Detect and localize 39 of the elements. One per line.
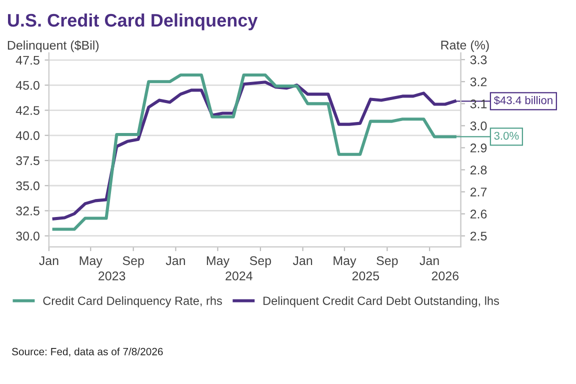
- y2-axis-title: Rate (%): [441, 40, 489, 52]
- y-tick-label: 37.5: [16, 156, 40, 166]
- chart-title: U.S. Credit Card Delinquency: [8, 13, 258, 30]
- y-tick-label: 45.0: [16, 80, 40, 90]
- y2-tick-label: 3.3: [470, 55, 487, 64]
- y-tick-label: 30.0: [16, 232, 40, 241]
- x2-tick-label: 2025: [352, 271, 380, 280]
- data-label: $43.4 billion: [494, 96, 552, 105]
- x-tick-label: Sep: [250, 256, 272, 268]
- x2-tick-label: 2023: [98, 271, 126, 280]
- x-tick-label: Jan: [420, 256, 439, 266]
- y2-tick-label: 2.6: [470, 210, 487, 219]
- y2-tick-label: 2.5: [470, 232, 487, 241]
- x-tick-label: Jan: [166, 256, 185, 266]
- y2-tick-label: 3.1: [470, 99, 487, 108]
- y-tick-label: 40.0: [16, 131, 40, 140]
- x-tick-label: Jan: [292, 256, 312, 266]
- x-tick-label: Sep: [376, 256, 398, 268]
- y2-tick-label: 2.8: [470, 166, 487, 174]
- y-tick-label: 32.5: [16, 206, 40, 216]
- x-tick-label: Sep: [122, 256, 144, 268]
- x-tick-label: May: [80, 256, 102, 268]
- x-tick-label: May: [334, 256, 356, 268]
- y-tick-label: 42.5: [16, 106, 40, 115]
- y-axis-title: Delinquent ($Bil): [8, 40, 99, 52]
- y2-tick-label: 3.2: [470, 77, 487, 86]
- y-tick-label: 47.5: [16, 56, 40, 65]
- x-tick-label: Jan: [39, 256, 58, 266]
- y2-tick-label: 2.7: [470, 188, 487, 196]
- data-label: 3.0%: [494, 132, 519, 140]
- x2-tick-label: 2026: [432, 271, 459, 280]
- legend-label: Credit Card Delinquency Rate, rhs: [43, 296, 222, 308]
- source-note: Source: Fed, data as of 7/8/2026: [12, 348, 163, 357]
- x-tick-label: May: [206, 256, 230, 268]
- y2-tick-label: 3.0: [470, 122, 487, 130]
- y-tick-label: 35.0: [16, 181, 40, 190]
- x2-tick-label: 2024: [226, 271, 252, 280]
- y2-tick-label: 2.9: [470, 144, 487, 152]
- legend-label: Delinquent Credit Card Debt Outstanding, lhs: [264, 296, 499, 308]
